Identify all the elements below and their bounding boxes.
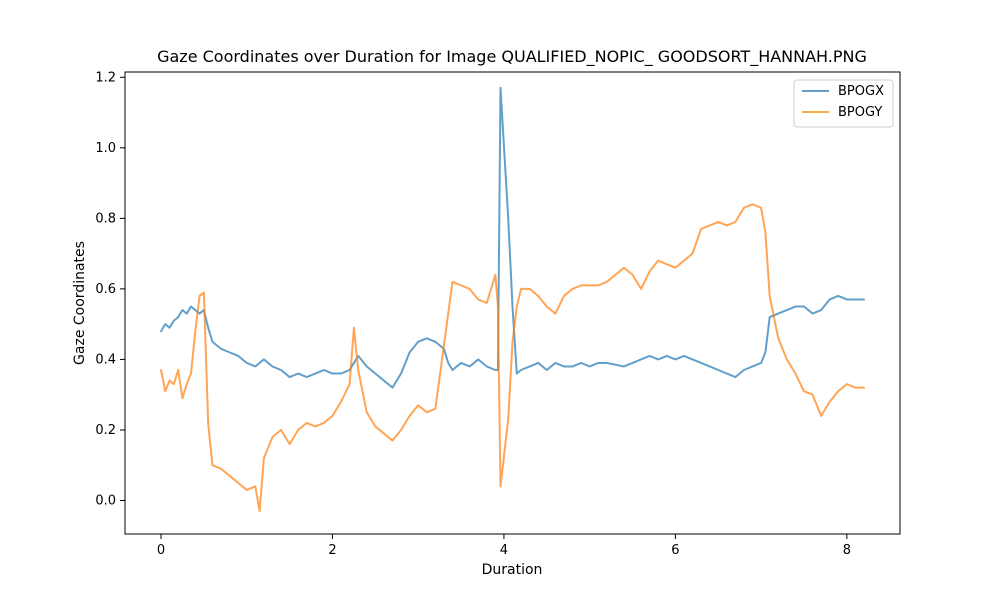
- y-tick-label: 0.4: [95, 352, 116, 367]
- y-tick-label: 1.0: [95, 141, 116, 156]
- chart-title: Gaze Coordinates over Duration for Image…: [157, 47, 867, 67]
- series-line-bpogy: [160, 203, 865, 513]
- x-tick-label: 8: [843, 543, 851, 558]
- x-tick-label: 0: [157, 543, 165, 558]
- y-tick-label: 0.6: [95, 282, 116, 297]
- y-tick-label: 1.2: [95, 70, 116, 85]
- axes-frame: [124, 71, 901, 535]
- x-axis-ticks: 0 2 4 6 8: [157, 534, 851, 558]
- plot-area: [160, 86, 865, 513]
- legend-label-bpogx: BPOGX: [838, 84, 884, 99]
- series-line-bpogx: [160, 86, 865, 389]
- y-tick-label: 0.2: [95, 423, 116, 438]
- x-tick-label: 4: [500, 543, 508, 558]
- y-axis-label: Gaze Coordinates: [72, 241, 88, 365]
- x-tick-label: 2: [328, 543, 336, 558]
- legend-label-bpogy: BPOGY: [838, 105, 882, 120]
- x-axis-label: Duration: [482, 562, 543, 578]
- y-axis-ticks: 0.0 0.2 0.4 0.6 0.8 1.0 1.2: [95, 70, 125, 508]
- y-tick-label: 0.8: [95, 211, 116, 226]
- x-tick-label: 6: [671, 543, 679, 558]
- y-tick-label: 0.0: [95, 493, 116, 508]
- legend: BPOGX BPOGY: [793, 79, 894, 128]
